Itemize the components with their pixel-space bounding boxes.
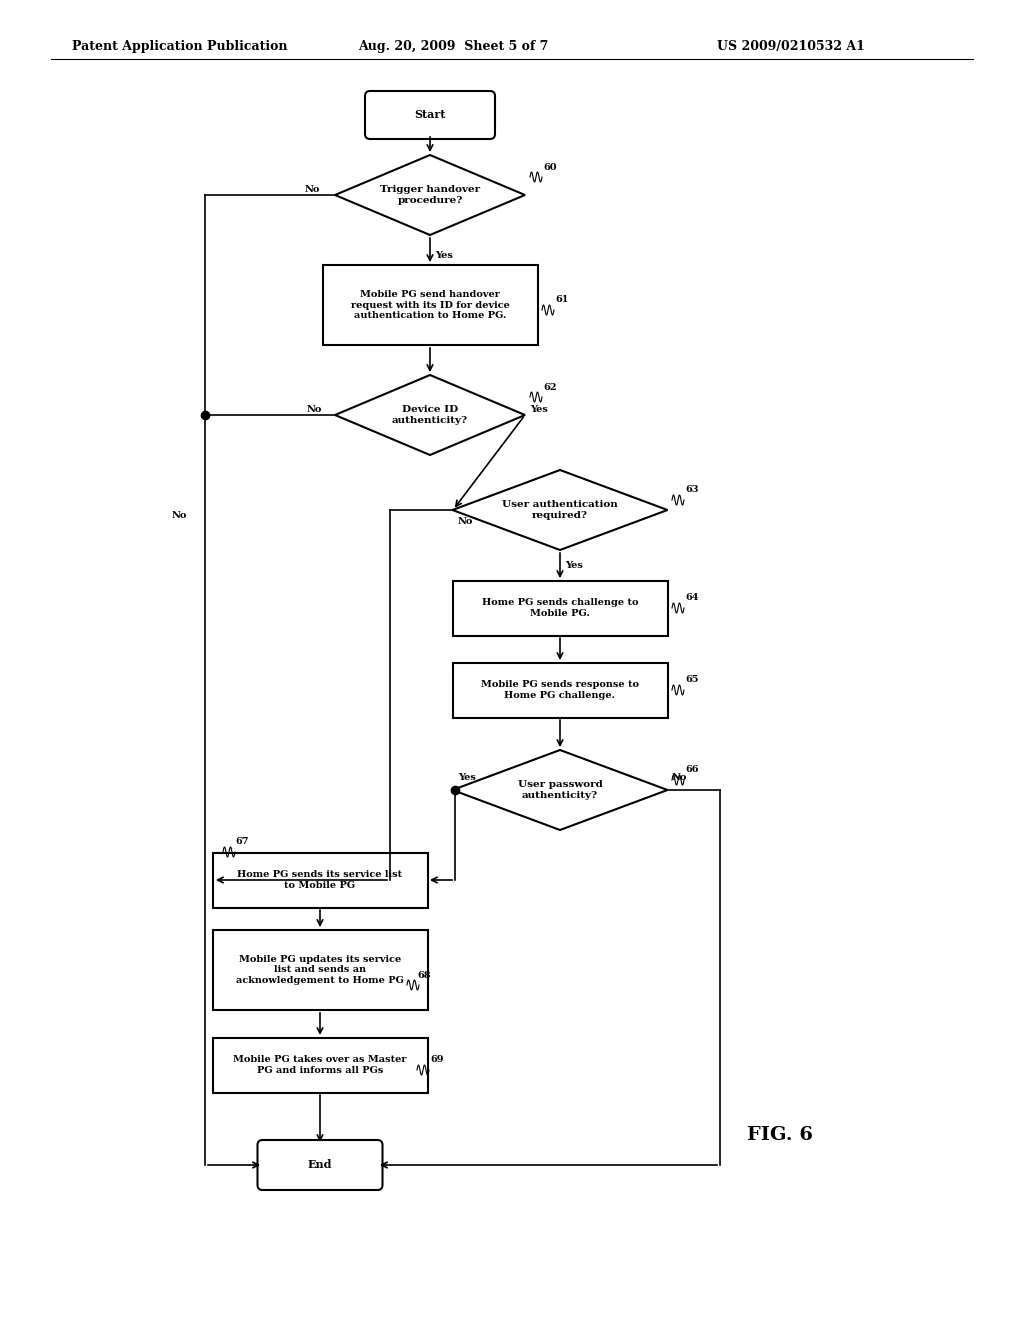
- Bar: [213, 853, 427, 908]
- Bar: [323, 265, 538, 345]
- Text: 67: 67: [234, 837, 249, 846]
- Bar: [453, 581, 668, 635]
- Bar: [213, 1038, 427, 1093]
- Text: Trigger handover
procedure?: Trigger handover procedure?: [380, 185, 480, 205]
- Text: Patent Application Publication: Patent Application Publication: [72, 40, 287, 53]
- Text: No: No: [172, 511, 187, 520]
- Text: Device ID
authenticity?: Device ID authenticity?: [392, 405, 468, 425]
- Text: Yes: Yes: [565, 561, 583, 569]
- Bar: [213, 931, 427, 1010]
- Text: Aug. 20, 2009  Sheet 5 of 7: Aug. 20, 2009 Sheet 5 of 7: [358, 40, 549, 53]
- Text: User authentication
required?: User authentication required?: [502, 500, 617, 520]
- Text: No: No: [305, 186, 321, 194]
- Text: 66: 66: [685, 766, 698, 775]
- Text: Yes: Yes: [435, 251, 453, 260]
- Text: Mobile PG takes over as Master
PG and informs all PGs: Mobile PG takes over as Master PG and in…: [233, 1055, 407, 1074]
- Polygon shape: [453, 470, 668, 550]
- Text: 65: 65: [685, 676, 698, 685]
- Text: US 2009/0210532 A1: US 2009/0210532 A1: [717, 40, 864, 53]
- Text: No: No: [672, 774, 687, 783]
- Text: Yes: Yes: [530, 405, 548, 414]
- Text: No: No: [307, 405, 323, 414]
- Text: Home PG sends challenge to
Mobile PG.: Home PG sends challenge to Mobile PG.: [481, 598, 638, 618]
- Text: 61: 61: [555, 296, 568, 305]
- FancyBboxPatch shape: [365, 91, 495, 139]
- Text: 64: 64: [685, 594, 698, 602]
- FancyBboxPatch shape: [257, 1140, 383, 1191]
- Polygon shape: [453, 750, 668, 830]
- Text: Mobile PG sends response to
Home PG challenge.: Mobile PG sends response to Home PG chal…: [481, 680, 639, 700]
- Text: Mobile PG updates its service
list and sends an
acknowledgement to Home PG: Mobile PG updates its service list and s…: [237, 956, 403, 985]
- Text: 62: 62: [543, 383, 556, 392]
- Text: User password
authenticity?: User password authenticity?: [517, 780, 602, 800]
- Text: 68: 68: [417, 970, 430, 979]
- Text: Start: Start: [415, 110, 445, 120]
- Text: 69: 69: [430, 1056, 443, 1064]
- Text: Home PG sends its service list
to Mobile PG: Home PG sends its service list to Mobile…: [238, 870, 402, 890]
- Text: FIG. 6: FIG. 6: [746, 1126, 813, 1144]
- Text: End: End: [308, 1159, 332, 1171]
- Text: 60: 60: [543, 162, 557, 172]
- Polygon shape: [335, 375, 525, 455]
- Text: 63: 63: [685, 486, 698, 495]
- Text: No: No: [458, 517, 473, 527]
- Polygon shape: [335, 154, 525, 235]
- Text: Yes: Yes: [458, 774, 476, 783]
- Bar: [453, 663, 668, 718]
- Text: Mobile PG send handover
request with its ID for device
authentication to Home PG: Mobile PG send handover request with its…: [350, 290, 509, 319]
